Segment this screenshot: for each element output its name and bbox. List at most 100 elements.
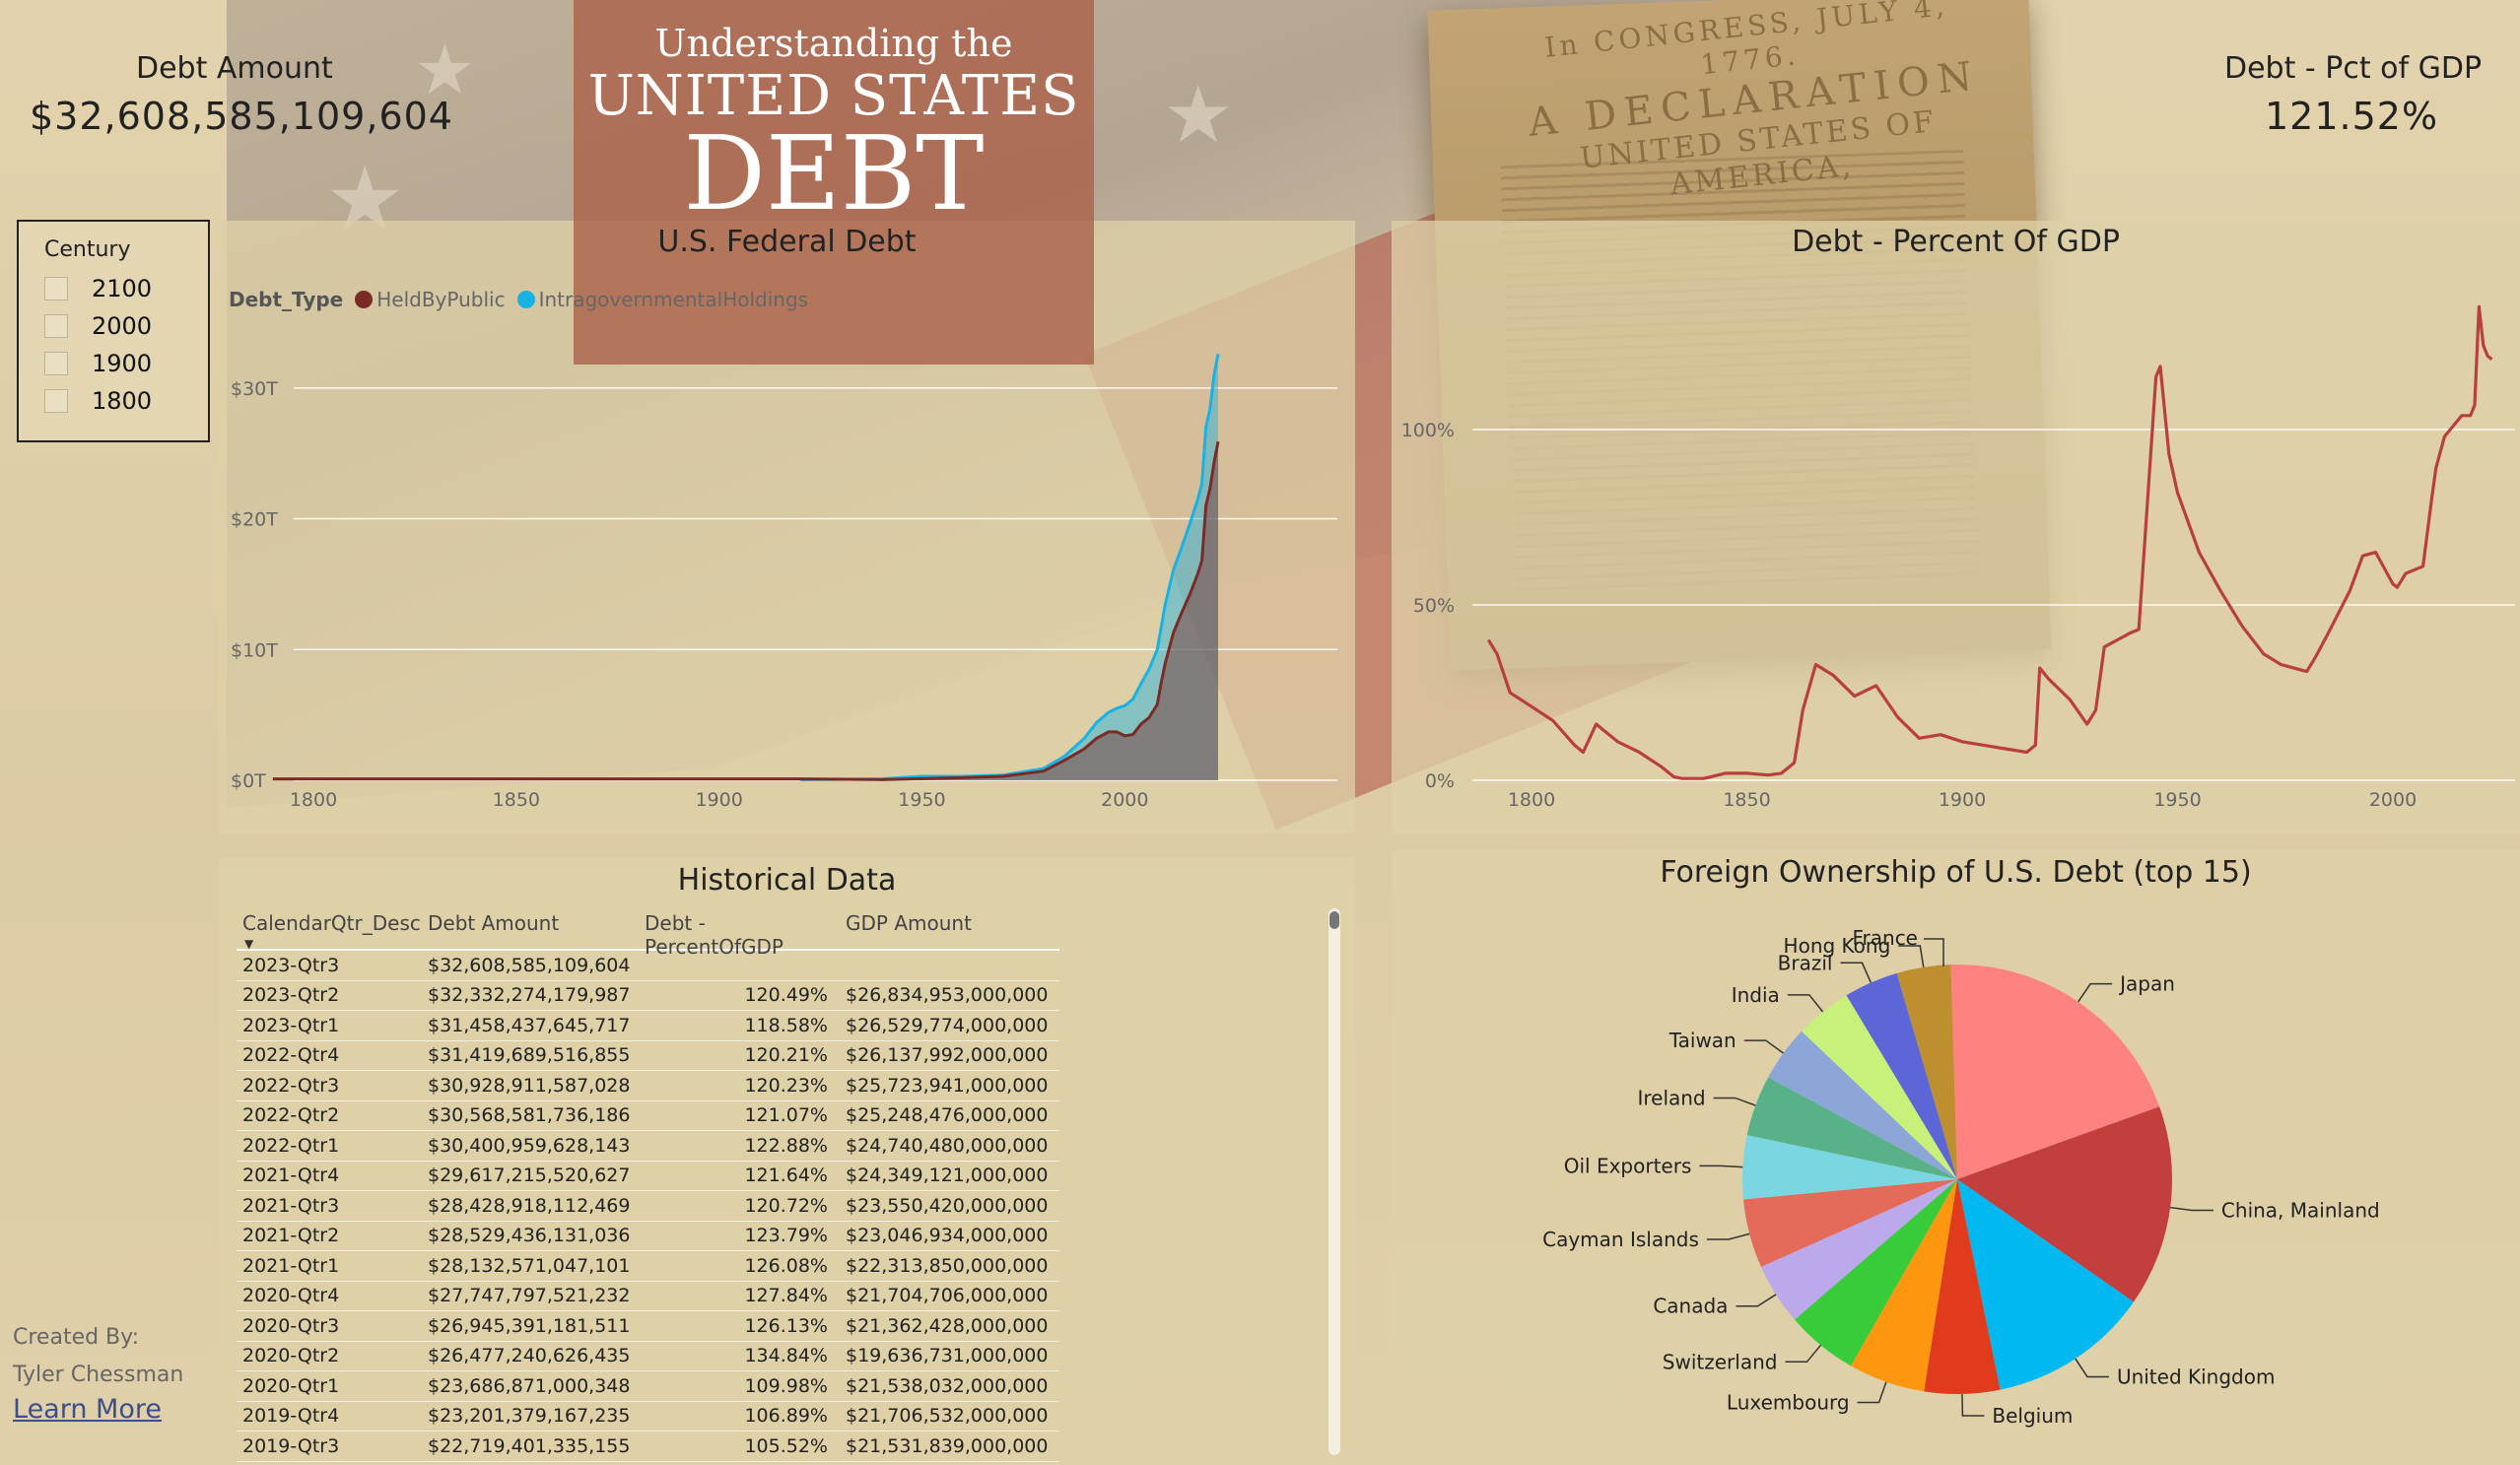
- table-row[interactable]: 2020-Qtr3 $26,945,391,181,511 126.13% $21,3…: [237, 1311, 1059, 1342]
- pie-slice-switzerland: [1794, 1179, 1957, 1366]
- cell-gdp: $21,538,032,000,000: [846, 1374, 1049, 1397]
- pie-leader-line: [2170, 1206, 2214, 1212]
- pie-leader-line: [1961, 1393, 1985, 1417]
- pie-leader-line: [2075, 1358, 2109, 1378]
- table-row[interactable]: 2020-Qtr2 $26,477,240,626,435 134.84% $19,6…: [237, 1342, 1059, 1371]
- slicer-title: Century: [44, 237, 131, 262]
- table-scrollbar[interactable]: [1328, 908, 1340, 1455]
- cell-quarter: 2022-Qtr2: [242, 1104, 340, 1127]
- cell-debt: $28,529,436,131,036: [428, 1225, 631, 1247]
- x-tick-label: 1950: [898, 789, 945, 811]
- table-row[interactable]: 2021-Qtr3 $28,428,918,112,469 120.72% $23,5…: [237, 1191, 1059, 1222]
- y-tick-label: $10T: [231, 639, 278, 661]
- checkbox[interactable]: [44, 277, 68, 300]
- cell-pct: 106.89%: [744, 1405, 828, 1428]
- cell-debt: $28,428,918,112,469: [428, 1194, 631, 1217]
- table-row[interactable]: 2022-Qtr1 $30,400,959,628,143 122.88% $24,7…: [237, 1131, 1059, 1162]
- pie-label: Belgium: [1992, 1404, 2073, 1428]
- cell-debt: $31,458,437,645,717: [428, 1014, 631, 1036]
- cell-quarter: 2020-Qtr2: [242, 1345, 340, 1367]
- slicer-item-2100[interactable]: 2100: [44, 275, 152, 302]
- title-line-2: UNITED STATES: [587, 64, 1080, 128]
- x-tick-label: 2000: [1101, 789, 1148, 811]
- table-header: CalendarQtr_Desc Debt Amount Debt - Perc…: [237, 911, 1059, 959]
- cell-gdp: $26,529,774,000,000: [846, 1014, 1049, 1036]
- report-title: Understanding the UNITED STATES DEBT: [574, 0, 1094, 365]
- table-row[interactable]: 2021-Qtr2 $28,529,436,131,036 123.79% $23,0…: [237, 1222, 1059, 1251]
- y-tick-label: $20T: [231, 509, 278, 531]
- table-row[interactable]: 2022-Qtr2 $30,568,581,736,186 121.07% $25,2…: [237, 1101, 1059, 1131]
- cell-quarter: 2020-Qtr1: [242, 1374, 340, 1397]
- historical-panel: [219, 857, 1355, 1465]
- cell-quarter: 2022-Qtr4: [242, 1044, 340, 1067]
- federal-debt-chart[interactable]: $0T $10T $20T $30T 1800 1850 1900 1950 2000: [219, 335, 1355, 828]
- intragovernmental-series-line: [799, 354, 1220, 781]
- legend-dot-icon: [355, 291, 374, 308]
- column-header-gdp[interactable]: GDP Amount: [846, 911, 972, 935]
- slicer-item-2000[interactable]: 2000: [44, 312, 152, 340]
- table-row[interactable]: 2021-Qtr1 $28,132,571,047,101 126.08% $22,3…: [237, 1251, 1059, 1282]
- cell-debt: $32,332,274,179,987: [428, 984, 631, 1007]
- scrollbar-thumb[interactable]: [1329, 911, 1339, 929]
- checkbox[interactable]: [44, 352, 68, 375]
- cell-debt: $23,686,871,000,348: [428, 1374, 631, 1397]
- x-tick-label: 2000: [2369, 789, 2417, 811]
- table-row[interactable]: 2022-Qtr3 $30,928,911,587,028 120.23% $25,7…: [237, 1071, 1059, 1101]
- pct-gdp-chart[interactable]: 0% 50% 100% 1800 1850 1900 1950 2000: [1392, 276, 2520, 828]
- table-row[interactable]: 2019-Qtr3 $22,719,401,335,155 105.52% $21,5…: [237, 1432, 1059, 1462]
- cell-pct: 121.07%: [744, 1104, 828, 1127]
- cell-pct: 120.72%: [744, 1194, 828, 1217]
- cell-debt: $31,419,689,516,855: [428, 1044, 631, 1067]
- debt-pct-label: Debt - Pct of GDP: [2224, 51, 2483, 86]
- table-row[interactable]: 2022-Qtr4 $31,419,689,516,855 120.21% $26,1…: [237, 1041, 1059, 1071]
- cell-gdp: $21,362,428,000,000: [846, 1314, 1049, 1337]
- legend-title: Debt_Type: [229, 288, 344, 311]
- table-row[interactable]: 2023-Qtr1 $31,458,437,645,717 118.58% $26,5…: [237, 1011, 1059, 1041]
- cell-gdp: $22,313,850,000,000: [846, 1254, 1049, 1277]
- cell-debt: $27,747,797,521,232: [428, 1285, 631, 1307]
- sort-desc-icon[interactable]: ▼: [244, 937, 254, 951]
- pie-slice-japan: [1950, 965, 2160, 1179]
- x-tick-label: 1800: [1508, 789, 1555, 811]
- cell-quarter: 2019-Qtr4: [242, 1405, 340, 1428]
- table-row[interactable]: 2019-Qtr4 $23,201,379,167,235 106.89% $21,7…: [237, 1402, 1059, 1432]
- checkbox[interactable]: [44, 314, 68, 338]
- intragovernmental-series-area: [799, 354, 1218, 780]
- checkbox[interactable]: [44, 389, 68, 413]
- debt-amount-value: $32,608,585,109,604: [30, 95, 453, 138]
- table-row[interactable]: 2020-Qtr1 $23,686,871,000,348 109.98% $21,5…: [237, 1371, 1059, 1402]
- author-name: Tyler Chessman: [13, 1363, 184, 1387]
- table-row[interactable]: 2023-Qtr3 $32,608,585,109,604: [237, 951, 1059, 981]
- table-row[interactable]: 2021-Qtr4 $29,617,215,520,627 121.64% $24,3…: [237, 1162, 1059, 1191]
- pie-leader-line: [1924, 938, 1944, 966]
- cell-debt: $30,400,959,628,143: [428, 1134, 631, 1157]
- cell-gdp: $23,550,420,000,000: [846, 1194, 1049, 1217]
- federal-debt-legend: Debt_Type HeldByPublic Intragovernmental…: [229, 288, 820, 311]
- pie-label: Ireland: [1637, 1086, 1705, 1109]
- cell-gdp: $24,740,480,000,000: [846, 1134, 1049, 1157]
- learn-more-link[interactable]: Learn More: [13, 1394, 162, 1425]
- x-tick-label: 1900: [1939, 789, 1986, 811]
- cell-pct: 120.23%: [744, 1074, 828, 1097]
- legend-item-intragovernmental[interactable]: IntragovernmentalHoldings: [516, 288, 809, 311]
- column-header-quarter[interactable]: CalendarQtr_Desc: [242, 911, 421, 935]
- cell-quarter: 2021-Qtr4: [242, 1165, 340, 1187]
- column-header-pct[interactable]: Debt - PercentOfGDP: [645, 911, 783, 959]
- cell-gdp: $21,531,839,000,000: [846, 1434, 1049, 1457]
- table-row[interactable]: 2023-Qtr2 $32,332,274,179,987 120.49% $26,8…: [237, 981, 1059, 1011]
- column-header-debt[interactable]: Debt Amount: [428, 911, 560, 935]
- century-slicer: Century 2100 2000 1900 1800: [17, 220, 210, 442]
- pie-leader-line: [1743, 1039, 1784, 1054]
- table-row[interactable]: 2020-Qtr4 $27,747,797,521,232 127.84% $21,7…: [237, 1282, 1059, 1311]
- legend-item-held-by-public[interactable]: HeldByPublic: [355, 288, 506, 311]
- foreign-ownership-pie[interactable]: Japan China, Mainland United Kingdom Belgiu…: [1392, 906, 2520, 1465]
- slicer-item-1800[interactable]: 1800: [44, 387, 152, 415]
- title-line-1: Understanding the: [654, 22, 1013, 65]
- slicer-item-1900[interactable]: 1900: [44, 350, 152, 377]
- legend-label: IntragovernmentalHoldings: [538, 288, 809, 311]
- cell-quarter: 2021-Qtr2: [242, 1225, 340, 1247]
- debt-pct-line: [1486, 304, 2493, 780]
- pie-slice-india: [1802, 995, 1957, 1179]
- cell-pct: 121.64%: [744, 1165, 828, 1187]
- cell-debt: $29,617,215,520,627: [428, 1165, 631, 1187]
